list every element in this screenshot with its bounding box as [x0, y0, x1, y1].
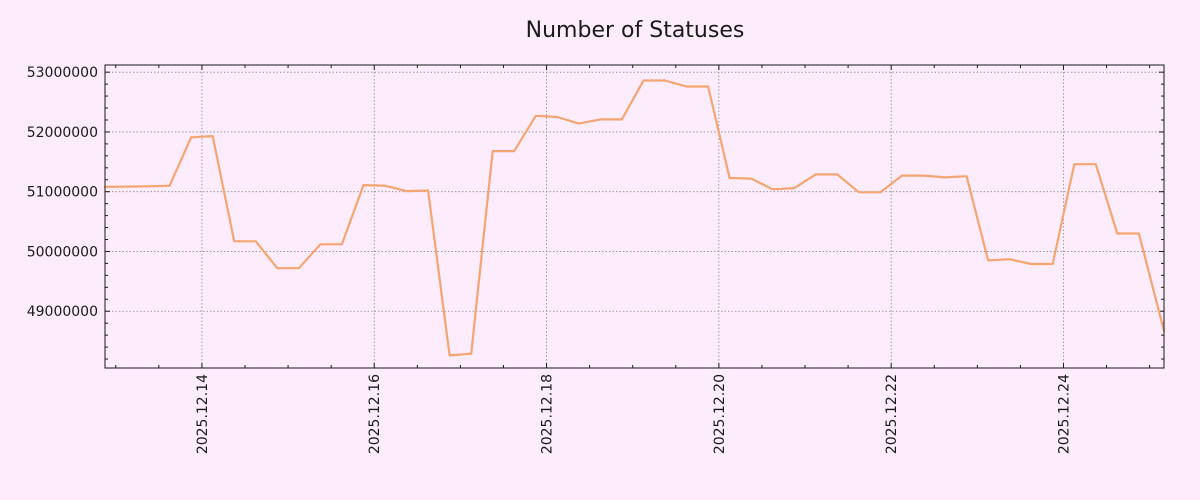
grid-lines: [105, 65, 1164, 368]
y-tick-label: 50000000: [27, 244, 98, 260]
plot-frame: [104, 64, 1165, 369]
y-tick-label: 52000000: [27, 125, 98, 141]
series-layer: [103, 79, 1166, 357]
series-line: [103, 79, 1166, 357]
x-tick-label: 2025.12.24: [1056, 374, 1072, 454]
x-tick-label: 2025.12.22: [884, 374, 900, 454]
tick-labels: 49000000 50000000 51000000 52000000 53000000…: [27, 65, 1073, 454]
y-tick-label: 53000000: [27, 65, 98, 81]
x-tick-label: 2025.12.14: [195, 374, 211, 454]
x-tick-label: 2025.12.16: [367, 374, 383, 454]
x-tick-label: 2025.12.18: [540, 374, 556, 454]
chart-title: Number of Statuses: [526, 18, 745, 43]
axis-ticks: [105, 65, 1164, 368]
y-tick-label: 49000000: [27, 304, 98, 320]
y-tick-label: 51000000: [27, 185, 98, 201]
x-tick-label: 2025.12.20: [712, 374, 728, 454]
